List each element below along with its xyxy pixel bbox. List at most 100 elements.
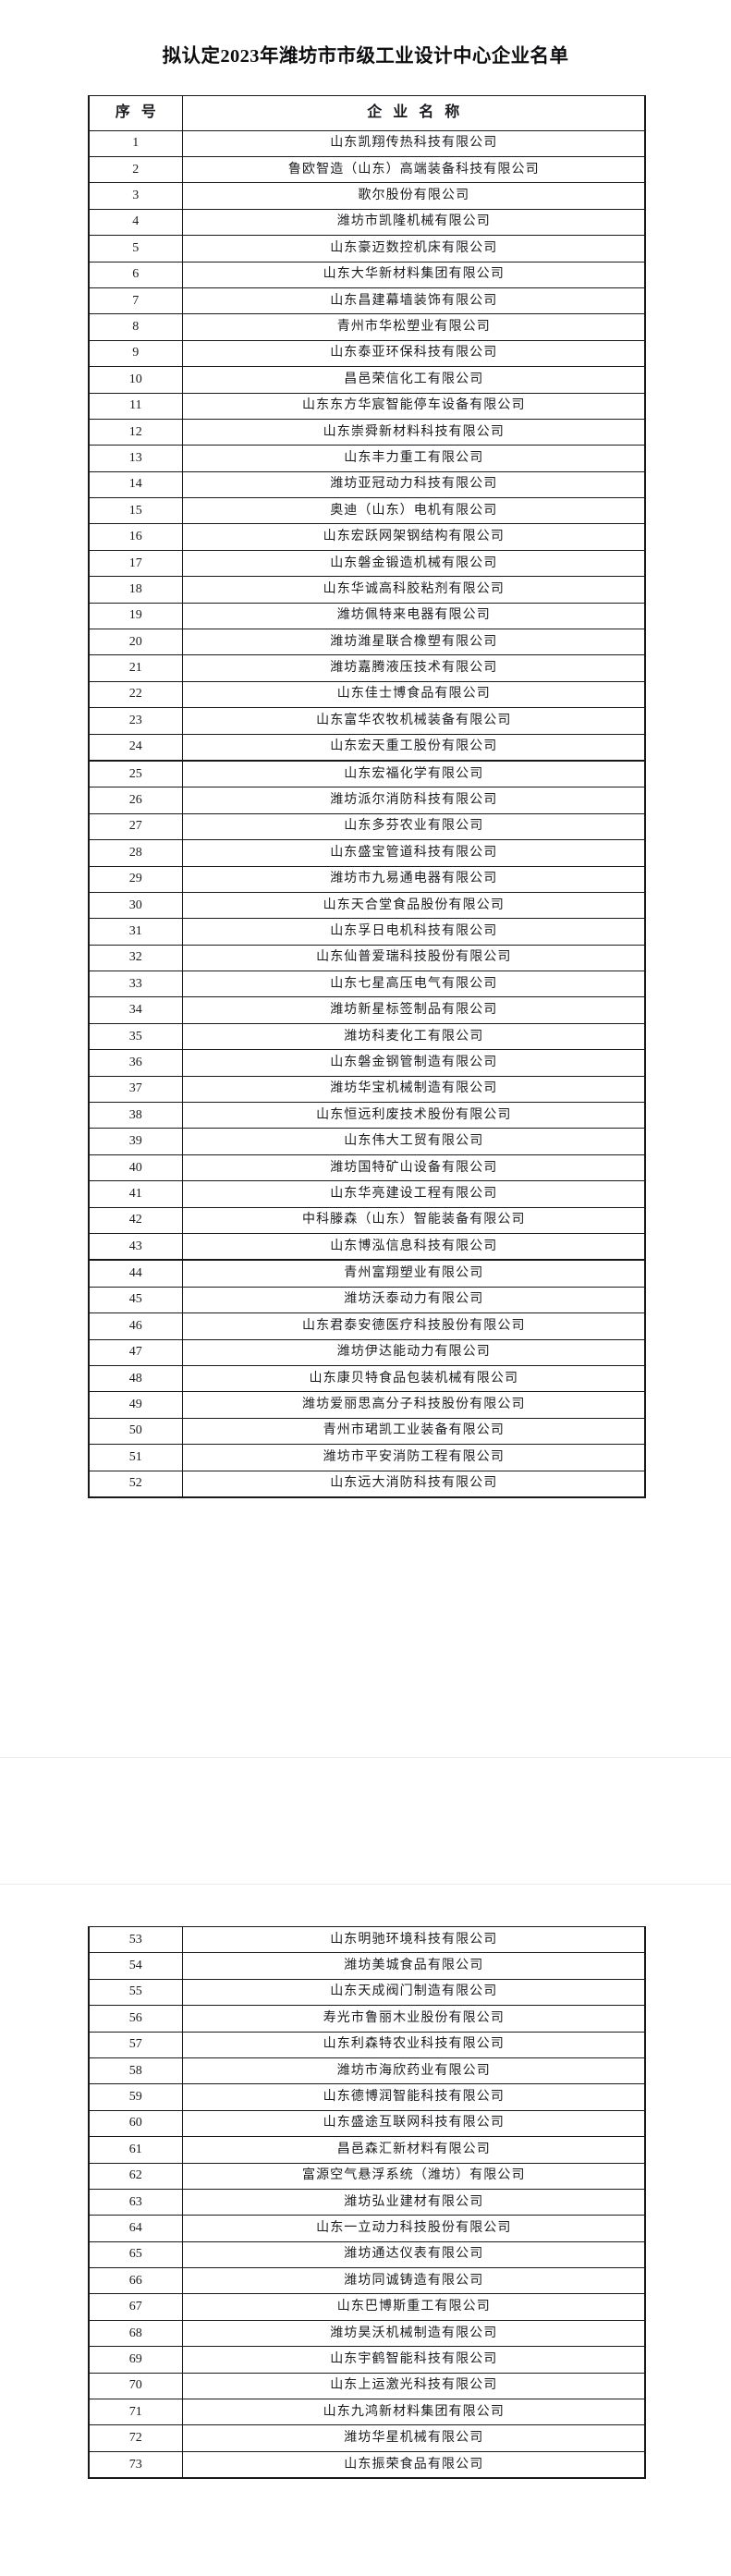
cell-row-number: 2 xyxy=(87,155,183,184)
cell-row-number: 26 xyxy=(87,787,183,814)
table-row: 8 青州市华松塑业有限公司 xyxy=(87,313,646,341)
cell-company-name: 山东伟大工贸有限公司 xyxy=(182,1128,646,1155)
table-row: 67 山东巴博斯重工有限公司 xyxy=(87,2293,646,2321)
table-body-page-two: 53 山东明驰环境科技有限公司 54 潍坊美城食品有限公司 55 山东天成阀门制造有限公司… xyxy=(87,1925,646,2480)
table-row: 55 山东天成阀门制造有限公司 xyxy=(87,1978,646,2007)
cell-company-name: 奥迪（山东）电机有限公司 xyxy=(182,497,646,525)
cell-company-name: 山东多芬农业有限公司 xyxy=(182,812,646,841)
cell-company-name: 山东九鸿新材料集团有限公司 xyxy=(182,2399,646,2426)
cell-company-name: 潍坊华宝机械制造有限公司 xyxy=(182,1075,646,1104)
cell-company-name: 潍坊同诚铸造有限公司 xyxy=(182,2267,646,2295)
table-row: 38 山东恒远利废技术股份有限公司 xyxy=(87,1102,646,1129)
table-row: 43 山东博泓信息科技有限公司 xyxy=(87,1233,646,1261)
table-row: 6 山东大华新材料集团有限公司 xyxy=(87,261,646,288)
table-row: 2 鲁欧智造（山东）高端装备科技有限公司 xyxy=(87,155,646,184)
table-row: 28 山东盛宝管道科技有限公司 xyxy=(87,839,646,867)
cell-row-number: 50 xyxy=(87,1417,183,1446)
cell-row-number: 1 xyxy=(87,129,183,157)
cell-row-number: 54 xyxy=(87,1952,183,1980)
table-row: 48 山东康贝特食品包装机械有限公司 xyxy=(87,1364,646,1393)
cell-company-name: 潍坊爱丽思高分子科技股份有限公司 xyxy=(182,1391,646,1419)
cell-company-name: 山东康贝特食品包装机械有限公司 xyxy=(182,1364,646,1393)
cell-company-name: 山东磐金锻造机械有限公司 xyxy=(182,549,646,578)
cell-company-name: 潍坊国特矿山设备有限公司 xyxy=(182,1154,646,1182)
table-row: 54 潍坊美城食品有限公司 xyxy=(87,1952,646,1980)
cell-company-name: 山东仙普爱瑞科技股份有限公司 xyxy=(182,944,646,972)
table-row: 1 山东凯翔传热科技有限公司 xyxy=(87,129,646,157)
table-row: 64 山东一立动力科技股份有限公司 xyxy=(87,2215,646,2242)
cell-row-number: 52 xyxy=(87,1470,183,1498)
cell-row-number: 40 xyxy=(87,1154,183,1182)
table-row: 26 潍坊派尔消防科技有限公司 xyxy=(87,787,646,814)
cell-company-name: 潍坊通达仪表有限公司 xyxy=(182,2240,646,2269)
cell-row-number: 57 xyxy=(87,2031,183,2058)
cell-row-number: 70 xyxy=(87,2372,183,2400)
cell-row-number: 58 xyxy=(87,2057,183,2085)
cell-company-name: 潍坊美城食品有限公司 xyxy=(182,1952,646,1980)
table-header: 序 号 企 业 名 称 xyxy=(87,94,646,131)
cell-company-name: 青州富翔塑业有限公司 xyxy=(182,1259,646,1288)
cell-company-name: 昌邑荣信化工有限公司 xyxy=(182,366,646,394)
cell-row-number: 53 xyxy=(87,1925,183,1954)
cell-company-name: 山东博泓信息科技有限公司 xyxy=(182,1233,646,1261)
table-row: 15 奥迪（山东）电机有限公司 xyxy=(87,497,646,525)
cell-row-number: 55 xyxy=(87,1978,183,2007)
table-row: 4 潍坊市凯隆机械有限公司 xyxy=(87,208,646,237)
cell-row-number: 20 xyxy=(87,629,183,656)
page-break-divider-bottom xyxy=(0,1884,731,1885)
cell-row-number: 65 xyxy=(87,2240,183,2269)
cell-company-name: 山东华亮建设工程有限公司 xyxy=(182,1180,646,1208)
cell-row-number: 64 xyxy=(87,2215,183,2242)
table-row: 29 潍坊市九易通电器有限公司 xyxy=(87,865,646,893)
cell-row-number: 39 xyxy=(87,1128,183,1155)
cell-row-number: 38 xyxy=(87,1102,183,1129)
document-page-one: 拟认定2023年潍坊市市级工业设计中心企业名单 序 号 企 业 名 称 1 山东凯… xyxy=(87,46,646,1498)
cell-row-number: 63 xyxy=(87,2188,183,2216)
cell-row-number: 24 xyxy=(87,733,183,762)
table-row: 5 山东豪迈数控机床有限公司 xyxy=(87,235,646,262)
cell-company-name: 山东恒远利废技术股份有限公司 xyxy=(182,1102,646,1129)
table-row: 53 山东明驰环境科技有限公司 xyxy=(87,1925,646,1954)
table-row: 47 潍坊伊达能动力有限公司 xyxy=(87,1338,646,1366)
table-header-row: 序 号 企 业 名 称 xyxy=(87,94,646,131)
table-body-page-one: 1 山东凯翔传热科技有限公司 2 鲁欧智造（山东）高端装备科技有限公司 3 歌尔股份有限公… xyxy=(87,129,646,1498)
cell-row-number: 59 xyxy=(87,2083,183,2111)
cell-row-number: 23 xyxy=(87,707,183,735)
cell-row-number: 71 xyxy=(87,2399,183,2426)
cell-company-name: 山东凯翔传热科技有限公司 xyxy=(182,129,646,157)
cell-company-name: 山东天合堂食品股份有限公司 xyxy=(182,891,646,920)
cell-company-name: 潍坊昊沃机械制造有限公司 xyxy=(182,2319,646,2348)
cell-row-number: 60 xyxy=(87,2109,183,2138)
cell-company-name: 山东盛宝管道科技有限公司 xyxy=(182,839,646,867)
cell-company-name: 潍坊潍星联合橡塑有限公司 xyxy=(182,629,646,656)
cell-row-number: 10 xyxy=(87,366,183,394)
cell-company-name: 山东丰力重工有限公司 xyxy=(182,445,646,472)
table-row: 36 山东磐金钢管制造有限公司 xyxy=(87,1049,646,1077)
document-page-two: 53 山东明驰环境科技有限公司 54 潍坊美城食品有限公司 55 山东天成阀门制造有限公司… xyxy=(0,1886,731,2576)
cell-company-name: 山东崇舜新材料科技有限公司 xyxy=(182,418,646,446)
cell-row-number: 7 xyxy=(87,287,183,315)
cell-company-name: 山东一立动力科技股份有限公司 xyxy=(182,2215,646,2242)
column-header-company-name: 企 业 名 称 xyxy=(182,94,646,131)
cell-company-name: 山东磐金钢管制造有限公司 xyxy=(182,1049,646,1077)
cell-company-name: 山东宏跃网架钢结构有限公司 xyxy=(182,523,646,551)
cell-row-number: 29 xyxy=(87,865,183,893)
cell-row-number: 6 xyxy=(87,261,183,288)
cell-company-name: 山东昌建幕墙装饰有限公司 xyxy=(182,287,646,315)
company-table-page-two: 53 山东明驰环境科技有限公司 54 潍坊美城食品有限公司 55 山东天成阀门制造有限公司… xyxy=(87,1925,646,2480)
cell-company-name: 潍坊市九易通电器有限公司 xyxy=(182,865,646,893)
table-row: 9 山东泰亚环保科技有限公司 xyxy=(87,339,646,368)
cell-row-number: 18 xyxy=(87,576,183,604)
cell-company-name: 昌邑森汇新材料有限公司 xyxy=(182,2136,646,2164)
page-title: 拟认定2023年潍坊市市级工业设计中心企业名单 xyxy=(162,46,569,67)
cell-row-number: 28 xyxy=(87,839,183,867)
cell-row-number: 34 xyxy=(87,996,183,1024)
table-row: 60 山东盛途互联网科技有限公司 xyxy=(87,2109,646,2138)
cell-company-name: 山东宏天重工股份有限公司 xyxy=(182,733,646,762)
cell-row-number: 48 xyxy=(87,1364,183,1393)
cell-row-number: 61 xyxy=(87,2136,183,2164)
table-row: 24 山东宏天重工股份有限公司 xyxy=(87,733,646,762)
cell-company-name: 潍坊市海欣药业有限公司 xyxy=(182,2057,646,2085)
cell-row-number: 17 xyxy=(87,549,183,578)
table-row: 23 山东富华农牧机械装备有限公司 xyxy=(87,707,646,735)
